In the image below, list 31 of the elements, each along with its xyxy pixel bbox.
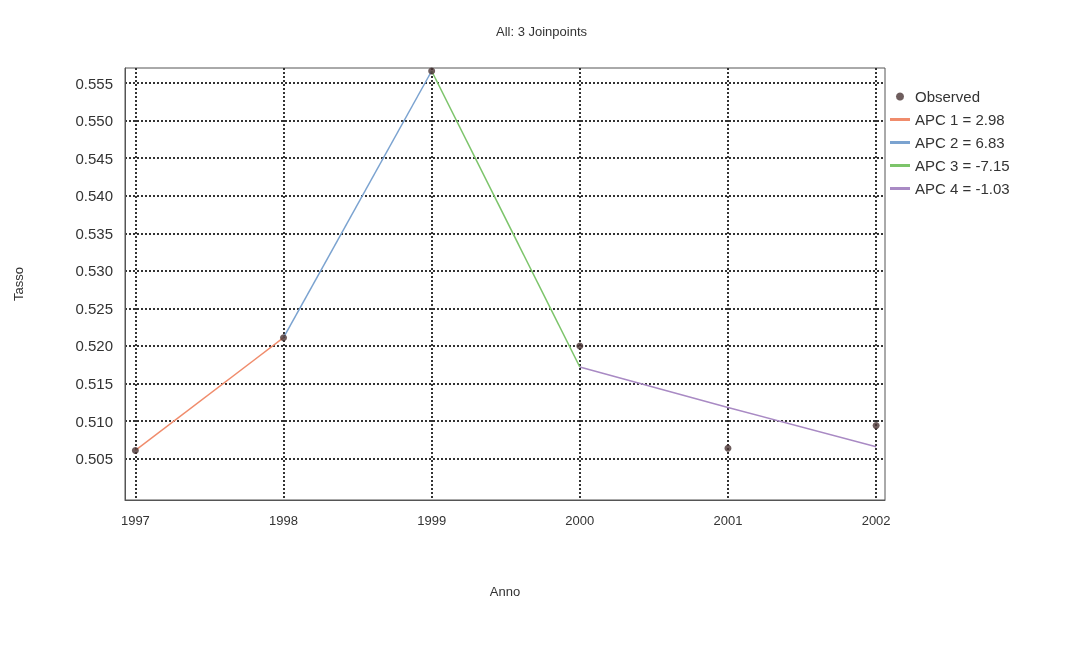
x-tick-label: 2002: [861, 513, 891, 528]
y-tick-label: 0.515: [75, 375, 113, 393]
y-tick-label: 0.530: [75, 262, 113, 280]
point: [576, 342, 584, 350]
y-tick-label: 0.550: [75, 112, 113, 130]
x-axis-title: Anno: [489, 584, 521, 599]
y-tick-label: 0.510: [75, 412, 113, 430]
x-tick-label: 1997: [120, 513, 150, 528]
x-tick-label: 1998: [269, 513, 298, 528]
chart-title: All: 3 Joinpoints: [495, 24, 588, 39]
x-tick-label: 2000: [565, 513, 595, 528]
y-tick-label: 0.520: [75, 337, 113, 355]
y-tick-label: 0.525: [75, 299, 113, 317]
legend-label: APC 2 = 6.83: [915, 134, 1005, 151]
point: [131, 446, 139, 454]
y-tick-label: 0.545: [75, 149, 113, 167]
legend-label: APC 4 = -1.03: [915, 180, 1010, 197]
point: [724, 444, 732, 452]
legend-label: APC 3 = -7.15: [915, 157, 1010, 174]
y-tick-label: 0.535: [75, 224, 113, 242]
x-tick-label: 1999: [417, 513, 447, 528]
point: [280, 334, 288, 342]
legend-label: APC 1 = 2.98: [915, 111, 1005, 128]
point: [872, 422, 880, 430]
y-tick-label: 0.555: [75, 74, 113, 92]
y-tick-label: 0.540: [75, 187, 113, 205]
y-axis-title: Tasso: [11, 267, 26, 301]
y-tick-label: 0.505: [75, 450, 113, 468]
legend-label: Observed: [915, 88, 981, 105]
point: [428, 67, 436, 75]
x-tick-label: 2001: [713, 513, 743, 528]
